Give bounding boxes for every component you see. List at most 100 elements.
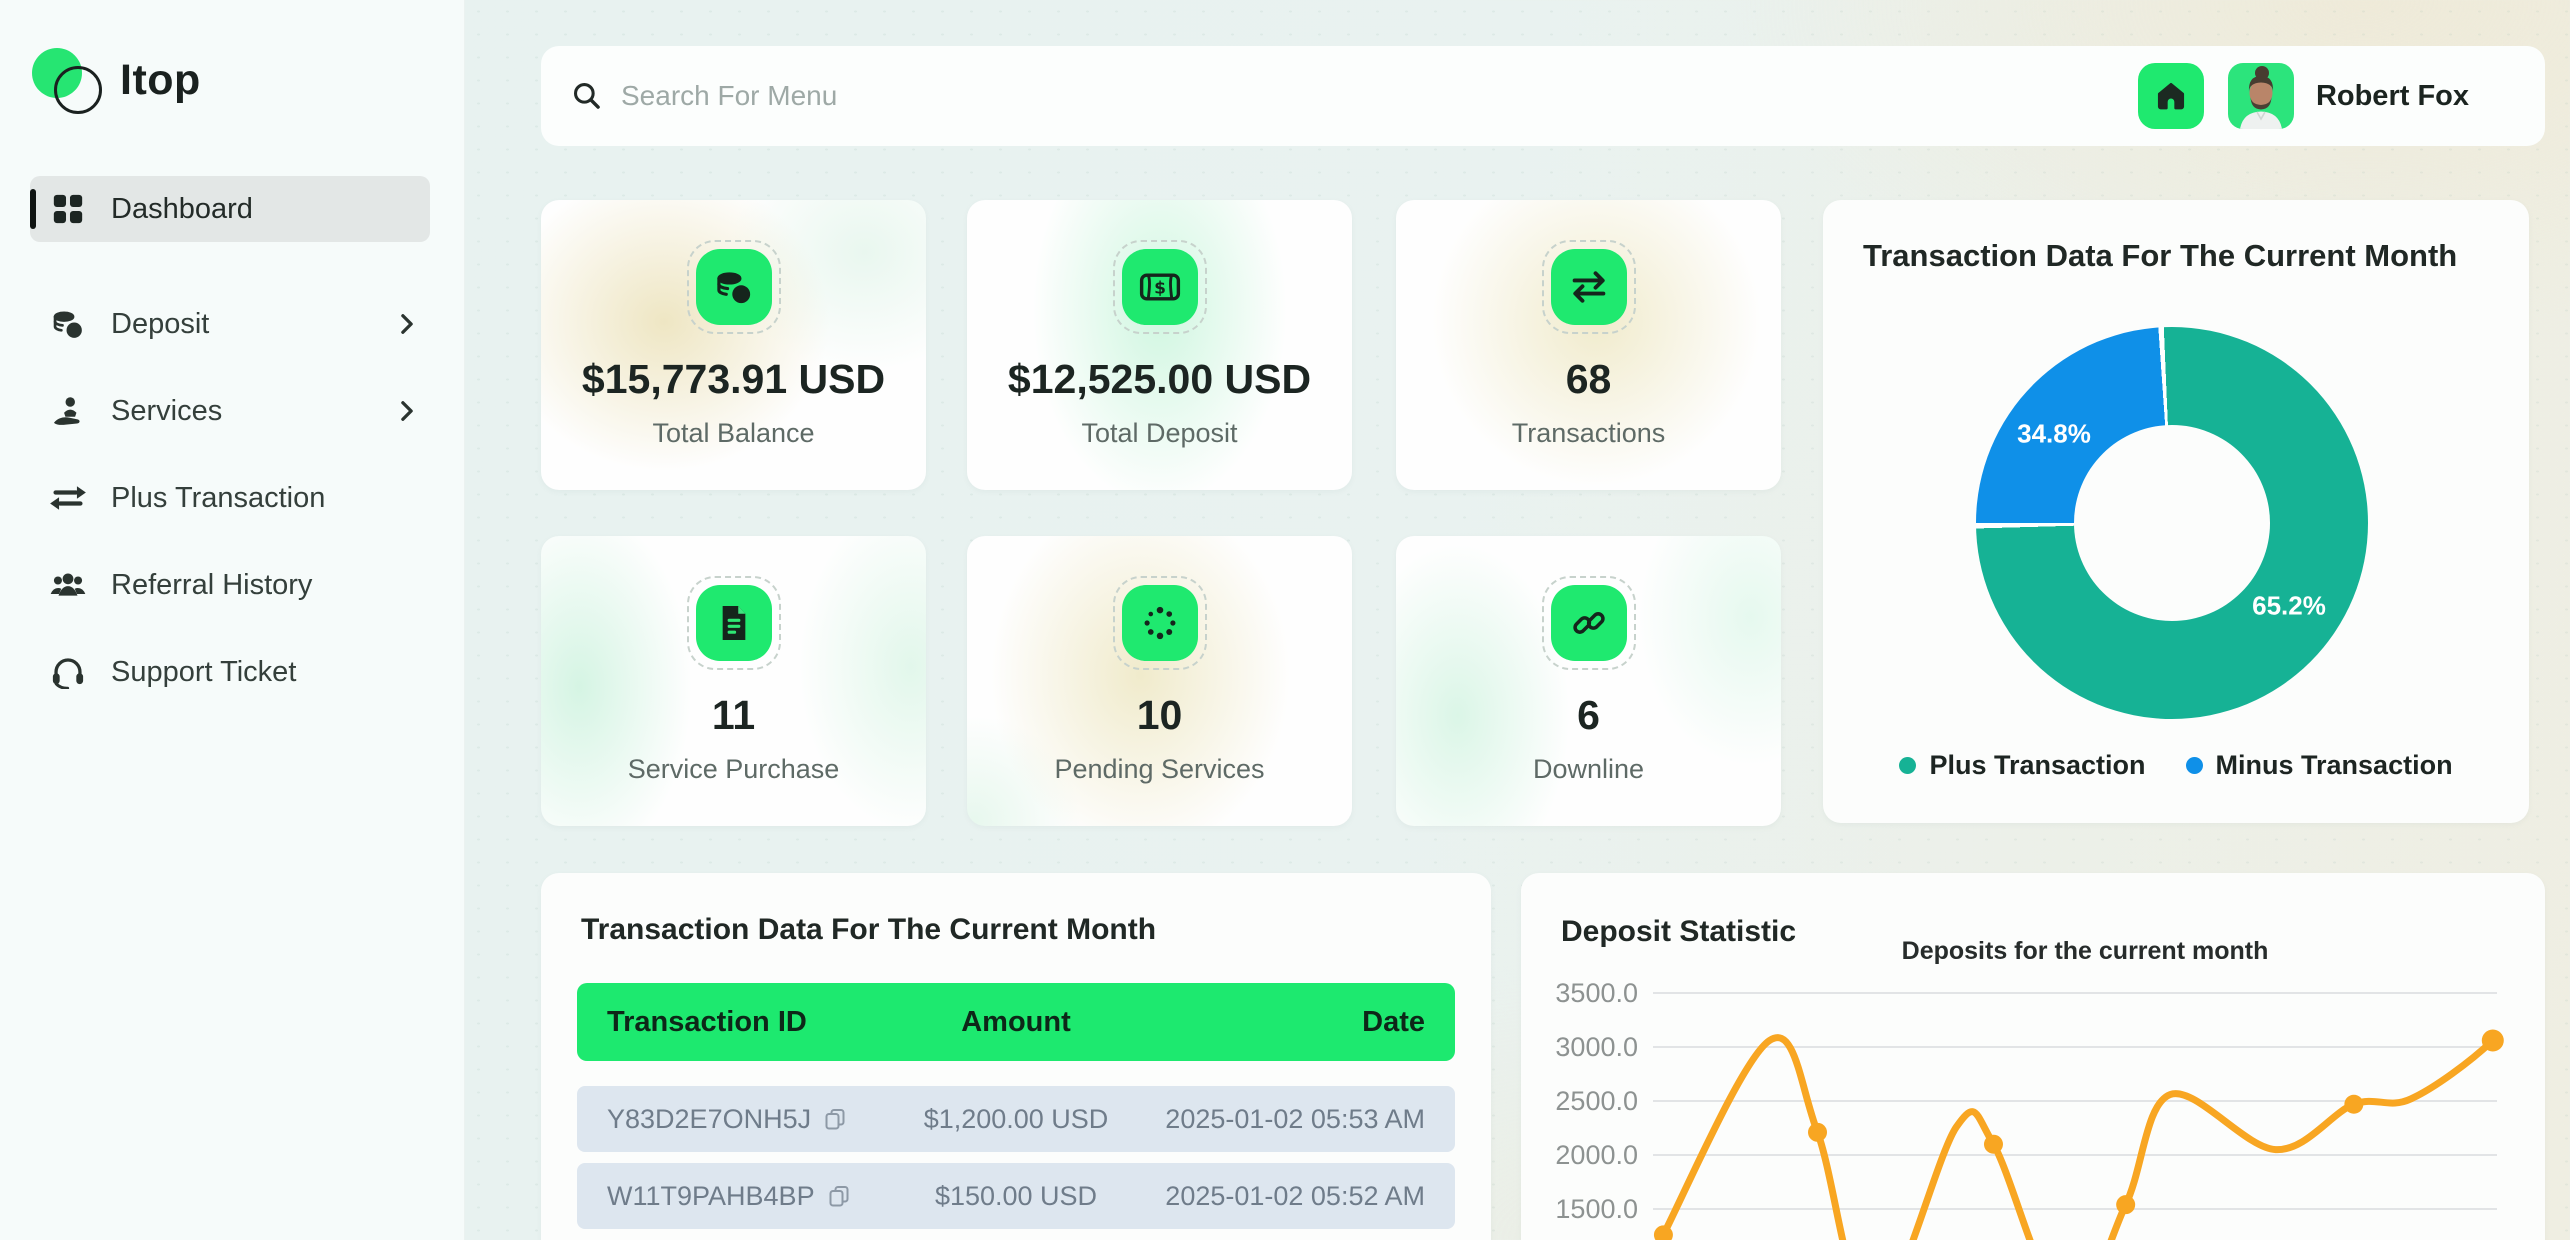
transaction-amount: $150.00 USD — [934, 1180, 1098, 1211]
coins-icon — [49, 305, 87, 343]
app-logo[interactable]: Itop — [30, 44, 330, 124]
search-input[interactable] — [621, 80, 1421, 112]
legend-dot-teal — [1899, 757, 1917, 774]
y-axis-tick: 2000.0 — [1555, 1140, 1638, 1170]
sidebar-item-deposit[interactable]: Deposit — [30, 291, 430, 357]
sidebar-item-label: Deposit — [111, 307, 210, 340]
user-name[interactable]: Robert Fox — [2315, 79, 2469, 112]
legend-label: Plus Transaction — [1929, 750, 2146, 780]
transfer-arrows-icon — [1550, 249, 1627, 325]
legend-dot-blue — [2185, 757, 2203, 774]
sidebar-item-dashboard[interactable]: Dashboard — [30, 176, 430, 242]
hand-service-icon — [49, 392, 87, 430]
svg-text:$: $ — [1154, 279, 1166, 299]
stat-label: Service Purchase — [627, 754, 840, 784]
donut-chart[interactable] — [1976, 327, 2368, 719]
swap-arrows-icon — [49, 479, 87, 517]
panel-title: Deposit Statistic — [1561, 915, 1797, 948]
chevron-right-icon — [398, 400, 416, 427]
search-icon — [571, 80, 603, 112]
y-axis-tick: 1500.0 — [1555, 1194, 1638, 1224]
stat-value: 68 — [1565, 356, 1612, 402]
stat-label: Pending Services — [1054, 754, 1265, 784]
stat-value: $12,525.00 USD — [1007, 356, 1312, 402]
stat-card-service-purchase: 11 Service Purchase — [541, 536, 926, 826]
icon-dashed-frame: $ — [1112, 240, 1207, 334]
icon-dashed-frame — [686, 240, 781, 334]
table-row: W11T9PAHB4BP $150.00 USD 2025-01-02 05:5… — [577, 1163, 1455, 1229]
spinner-icon — [1121, 585, 1198, 661]
sidebar-nav: Dashboard Deposit Services Plus Tr — [30, 176, 430, 726]
stat-card-total-balance: $15,773.91 USD Total Balance — [541, 200, 926, 490]
legend-label: Minus Transaction — [2215, 750, 2453, 780]
donut-slice-label-minus: 34.8% — [2017, 418, 2091, 449]
legend-item-minus-transaction[interactable]: Minus Transaction — [2185, 750, 2453, 781]
donut-slice-label-plus: 65.2% — [2252, 590, 2326, 621]
sidebar-item-referral-history[interactable]: Referral History — [30, 552, 430, 618]
transaction-date: 2025-01-02 05:52 AM — [1165, 1180, 1425, 1211]
column-header-date: Date — [1362, 1005, 1425, 1038]
sidebar-item-label: Support Ticket — [111, 655, 297, 688]
app-name: Itop — [120, 56, 201, 104]
search-bar — [571, 80, 2138, 112]
stat-label: Transactions — [1511, 418, 1666, 448]
stat-label: Total Balance — [652, 418, 815, 448]
sidebar-item-plus-transaction[interactable]: Plus Transaction — [30, 465, 430, 531]
stat-value: $15,773.91 USD — [581, 356, 886, 402]
transaction-date: 2025-01-02 05:53 AM — [1165, 1103, 1425, 1134]
stat-label: Downline — [1532, 754, 1645, 784]
banknote-icon: $ — [1121, 249, 1198, 325]
link-icon — [1550, 585, 1627, 661]
copy-icon[interactable] — [827, 1184, 851, 1208]
transaction-table-panel: Transaction Data For The Current Month T… — [541, 873, 1491, 1240]
stat-card-pending-services: 10 Pending Services — [967, 536, 1352, 826]
sidebar-item-label: Referral History — [111, 568, 313, 601]
stat-card-downline: 6 Downline — [1396, 536, 1781, 826]
avatar[interactable] — [2227, 63, 2294, 129]
chart-legend: Plus Transaction Minus Transaction — [1823, 750, 2529, 781]
logo-ring-icon — [54, 66, 102, 114]
sidebar-item-label: Dashboard — [111, 192, 253, 225]
sidebar: Itop Dashboard Deposit Services — [0, 0, 465, 1240]
icon-dashed-frame — [686, 576, 781, 670]
transaction-id: W11T9PAHB4BP — [607, 1180, 815, 1211]
chevron-right-icon — [398, 313, 416, 340]
column-header-amount: Amount — [961, 1005, 1071, 1038]
stat-value: 10 — [1136, 692, 1183, 738]
stat-card-total-deposit: $ $12,525.00 USD Total Deposit — [967, 200, 1352, 490]
chart-subtitle: Deposits for the current month — [1901, 937, 2269, 965]
copy-icon[interactable] — [823, 1107, 847, 1131]
deposit-statistic-panel: Deposit Statistic Deposits for the curre… — [1521, 873, 2545, 1240]
table-header: Transaction ID Amount Date — [577, 983, 1455, 1061]
panel-title: Transaction Data For The Current Month — [581, 913, 1157, 946]
topbar: Robert Fox — [541, 46, 2545, 146]
grid-icon — [49, 190, 87, 228]
stat-label: Total Deposit — [1081, 418, 1238, 448]
stat-value: 11 — [711, 692, 756, 738]
icon-dashed-frame — [1541, 240, 1636, 334]
icon-dashed-frame — [1541, 576, 1636, 670]
headset-icon — [49, 653, 87, 691]
y-axis-tick: 3000.0 — [1555, 1032, 1638, 1062]
transaction-donut-panel: Transaction Data For The Current Month 6… — [1823, 200, 2529, 823]
coins-icon — [695, 249, 772, 325]
document-icon — [695, 585, 772, 661]
stat-card-transactions: 68 Transactions — [1396, 200, 1781, 490]
sidebar-item-label: Plus Transaction — [111, 481, 326, 514]
sidebar-item-services[interactable]: Services — [30, 378, 430, 444]
transaction-id: Y83D2E7ONH5J — [607, 1103, 812, 1134]
y-axis-tick: 3500.0 — [1555, 978, 1638, 1008]
y-axis-tick: 2500.0 — [1555, 1086, 1638, 1116]
legend-item-plus-transaction[interactable]: Plus Transaction — [1899, 750, 2146, 781]
column-header-transaction-id: Transaction ID — [607, 1005, 807, 1038]
sidebar-item-support-ticket[interactable]: Support Ticket — [30, 639, 430, 705]
icon-dashed-frame — [1112, 576, 1207, 670]
deposit-line-chart[interactable] — [1645, 975, 2505, 1240]
sidebar-item-label: Services — [111, 394, 223, 427]
users-icon — [49, 566, 87, 604]
home-button[interactable] — [2137, 63, 2204, 129]
table-row: Y83D2E7ONH5J $1,200.00 USD 2025-01-02 05… — [577, 1086, 1455, 1152]
stat-value: 6 — [1577, 692, 1600, 738]
transaction-amount: $1,200.00 USD — [923, 1103, 1109, 1134]
home-icon — [2155, 80, 2187, 112]
